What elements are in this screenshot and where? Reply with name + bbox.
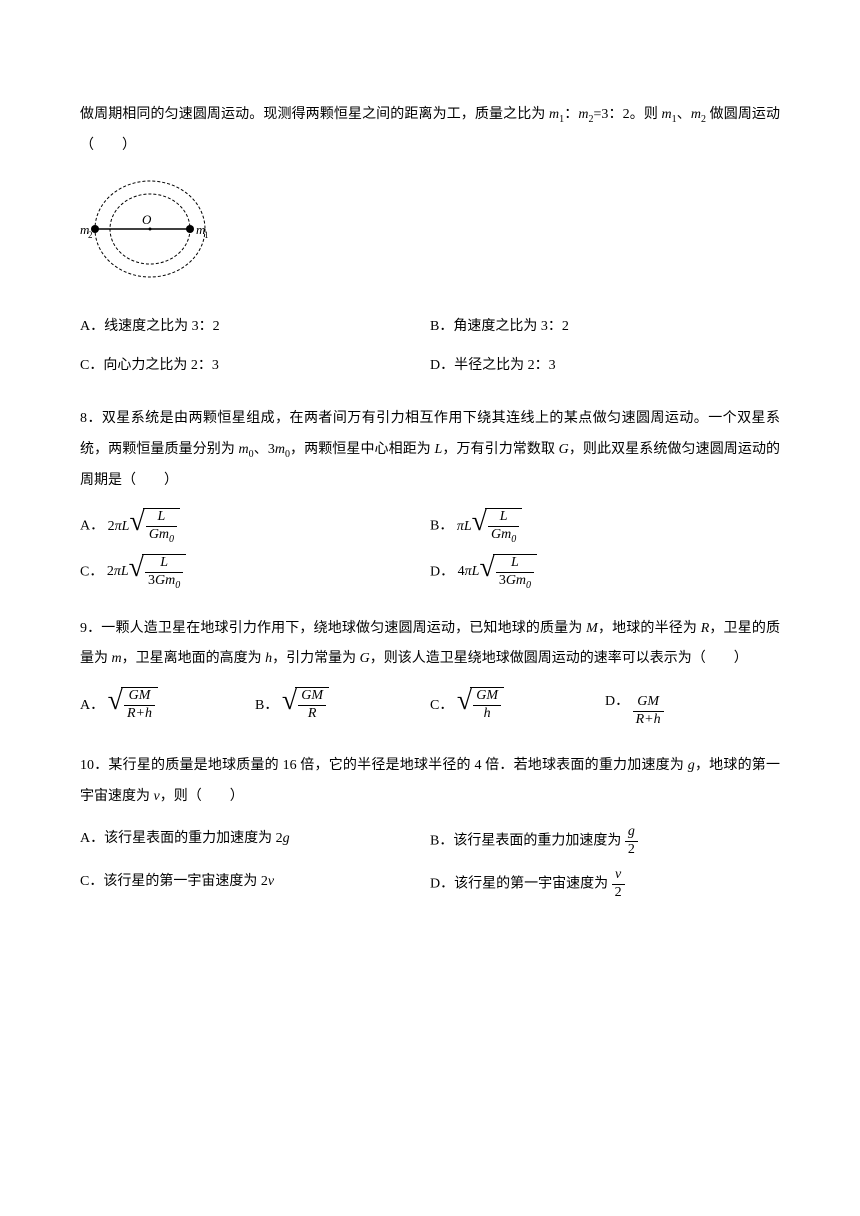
q8-text: 8．双星系统是由两颗恒星组成，在两者间万有引力相互作用下绕其连线上的某点做匀速圆…	[80, 404, 780, 496]
question-9: 9．一颗人造卫星在地球引力作用下，绕地球做匀速圆周运动，已知地球的质量为 M，地…	[80, 614, 780, 733]
q8-opt-d: D． 4πL √ L3Gm0	[430, 550, 780, 596]
q7-diagram: m 2 O m 1	[80, 174, 780, 297]
q9-opt-c: C． √ GMh	[430, 683, 605, 733]
question-10: 10．某行星的质量是地球质量的 16 倍，它的半径是地球半径的 4 倍．若地球表…	[80, 751, 780, 906]
q9-text: 9．一颗人造卫星在地球引力作用下，绕地球做匀速圆周运动，已知地球的质量为 M，地…	[80, 614, 780, 676]
svg-text:2: 2	[88, 230, 93, 240]
q7-opt-c: C．向心力之比为 2：3	[80, 347, 430, 386]
question-7: 做周期相同的匀速圆周运动。现测得两颗恒星之间的距离为工，质量之比为 m1：m2=…	[80, 100, 780, 386]
q10-opt-b: B．该行星表面的重力加速度为 g2	[430, 820, 780, 863]
q7-opt-b: B．角速度之比为 3：2	[430, 308, 780, 347]
q8-opt-b: B． πL √ LGm0	[430, 504, 780, 550]
q7-options: A．线速度之比为 3：2 B．角速度之比为 3：2 C．向心力之比为 2：3 D…	[80, 308, 780, 386]
q8-options: A． 2πL √ LGm0 B． πL √ LGm0 C． 2πL √ L	[80, 504, 780, 595]
q10-options: A．该行星表面的重力加速度为 2g B．该行星表面的重力加速度为 g2 C．该行…	[80, 820, 780, 905]
q7-text: 做周期相同的匀速圆周运动。现测得两颗恒星之间的距离为工，质量之比为 m1：m2=…	[80, 100, 780, 162]
q10-opt-d: D．该行星的第一宇宙速度为 v2	[430, 863, 780, 906]
q7-opt-a: A．线速度之比为 3：2	[80, 308, 430, 347]
q9-opt-d: D． GMR+h	[605, 683, 780, 733]
q10-opt-a: A．该行星表面的重力加速度为 2g	[80, 820, 430, 863]
q10-text: 10．某行星的质量是地球质量的 16 倍，它的半径是地球半径的 4 倍．若地球表…	[80, 751, 780, 813]
question-8: 8．双星系统是由两颗恒星组成，在两者间万有引力相互作用下绕其连线上的某点做匀速圆…	[80, 404, 780, 596]
svg-text:O: O	[142, 212, 152, 227]
q7-opt-d: D．半径之比为 2：3	[430, 347, 780, 386]
q9-options: A． √ GMR+h B． √ GMR C． √ GMh	[80, 683, 780, 733]
svg-text:1: 1	[204, 230, 209, 240]
q8-opt-c: C． 2πL √ L3Gm0	[80, 550, 430, 596]
q9-opt-b: B． √ GMR	[255, 683, 430, 733]
q8-opt-a: A． 2πL √ LGm0	[80, 504, 430, 550]
q10-opt-c: C．该行星的第一宇宙速度为 2v	[80, 863, 430, 906]
q9-opt-a: A． √ GMR+h	[80, 683, 255, 733]
